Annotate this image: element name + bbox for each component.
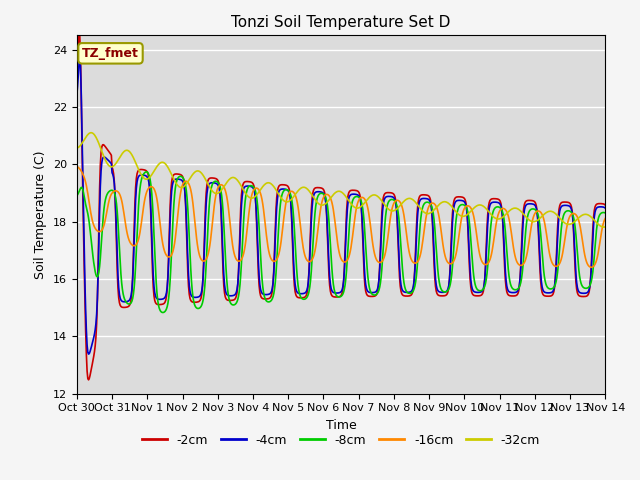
- -32cm: [600, 224, 608, 230]
- -2cm: [220, 283, 228, 288]
- X-axis label: Time: Time: [326, 419, 356, 432]
- -16cm: [73, 164, 81, 169]
- -2cm: [138, 167, 146, 172]
- -8cm: [422, 200, 430, 205]
- -32cm: [83, 133, 90, 139]
- -4cm: [83, 342, 91, 348]
- -8cm: [83, 204, 90, 210]
- -16cm: [191, 215, 198, 220]
- -16cm: [588, 264, 595, 270]
- -32cm: [602, 224, 609, 230]
- -32cm: [138, 172, 145, 178]
- Line: -32cm: -32cm: [77, 133, 605, 227]
- -4cm: [84, 351, 92, 357]
- -4cm: [602, 205, 609, 211]
- -2cm: [192, 300, 200, 305]
- -8cm: [406, 290, 414, 296]
- -32cm: [87, 130, 95, 136]
- -16cm: [137, 225, 145, 230]
- -2cm: [75, 31, 83, 37]
- Line: -16cm: -16cm: [77, 167, 605, 267]
- -8cm: [143, 169, 150, 175]
- -8cm: [137, 180, 145, 186]
- Line: -4cm: -4cm: [77, 59, 605, 354]
- Line: -8cm: -8cm: [77, 172, 605, 312]
- Line: -2cm: -2cm: [77, 34, 605, 380]
- -2cm: [84, 377, 92, 383]
- -8cm: [602, 210, 609, 216]
- -32cm: [421, 210, 429, 216]
- Text: TZ_fmet: TZ_fmet: [82, 47, 139, 60]
- Y-axis label: Soil Temperature (C): Soil Temperature (C): [35, 150, 47, 279]
- -4cm: [406, 289, 414, 295]
- -32cm: [191, 169, 199, 175]
- -4cm: [138, 172, 146, 178]
- -2cm: [602, 202, 609, 208]
- -32cm: [220, 185, 227, 191]
- -2cm: [406, 293, 414, 299]
- Legend: -2cm, -4cm, -8cm, -16cm, -32cm: -2cm, -4cm, -8cm, -16cm, -32cm: [137, 429, 545, 452]
- -2cm: [422, 192, 430, 198]
- -2cm: [83, 368, 91, 374]
- -32cm: [73, 145, 81, 151]
- -8cm: [192, 304, 200, 310]
- -4cm: [220, 273, 228, 278]
- -4cm: [422, 196, 430, 202]
- -16cm: [420, 225, 428, 231]
- -16cm: [602, 216, 609, 221]
- -16cm: [218, 182, 226, 188]
- -32cm: [406, 195, 413, 201]
- -4cm: [73, 93, 81, 98]
- -8cm: [159, 310, 166, 315]
- -4cm: [192, 295, 200, 300]
- -16cm: [405, 249, 413, 254]
- -4cm: [76, 56, 84, 61]
- Title: Tonzi Soil Temperature Set D: Tonzi Soil Temperature Set D: [232, 15, 451, 30]
- -16cm: [83, 183, 90, 189]
- -2cm: [73, 62, 81, 68]
- -8cm: [73, 193, 81, 199]
- -8cm: [220, 222, 228, 228]
